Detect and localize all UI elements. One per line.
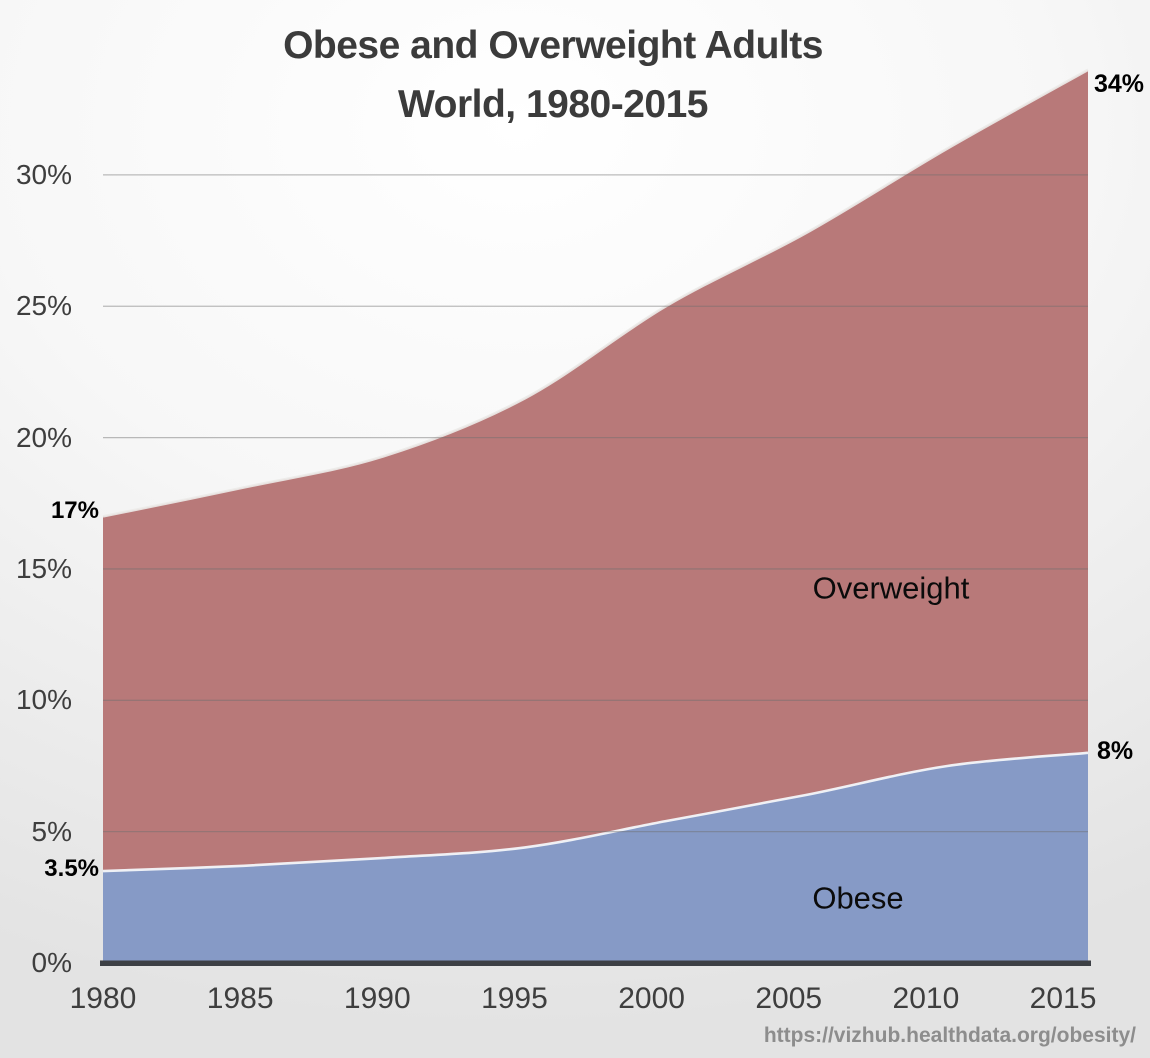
annotation-total-end: 34% [1094,70,1145,98]
y-axis-tick-label: 5% [31,815,72,847]
y-axis-tick-label: 20% [15,421,72,453]
x-axis-tick-label: 1980 [69,982,137,1015]
x-axis-tick-label: 2005 [755,982,823,1015]
obese-area [103,752,1088,963]
x-axis-tick-label: 2015 [1029,982,1097,1015]
chart-title-line2: World, 1980-2015 [398,83,708,126]
overweight-area [103,69,1088,872]
y-axis-tick-label: 0% [31,947,72,978]
obese-area-label: Obese [812,880,904,916]
annotation-obese-end: 8% [1097,737,1134,765]
total-boundary-line [102,68,1089,518]
chart-title-line1: Obese and Overweight Adults [283,24,823,67]
obese-boundary-line [102,751,1089,873]
x-axis-tick-label: 1990 [343,982,411,1015]
x-axis-tick-label: 1995 [481,982,548,1015]
y-axis-tick-label: 25% [15,290,72,322]
x-axis-tick-label: 2000 [618,982,685,1015]
overweight-area-label: Overweight [812,570,970,606]
annotation-obese-start: 3.5% [44,855,99,882]
y-axis-tick-label: 15% [15,552,72,584]
x-axis-tick-label: 2010 [892,982,960,1015]
x-axis-tick-label: 1985 [206,982,274,1015]
chart-title: Obese and Overweight Adults World, 1980-… [0,16,1106,134]
source-url: https://vizhub.healthdata.org/obesity/ [763,1024,1136,1047]
y-axis-tick-label: 10% [15,684,72,716]
annotation-total-start: 17% [50,497,99,524]
y-axis-tick-label: 30% [15,158,72,190]
x-axis-line [100,960,1091,966]
